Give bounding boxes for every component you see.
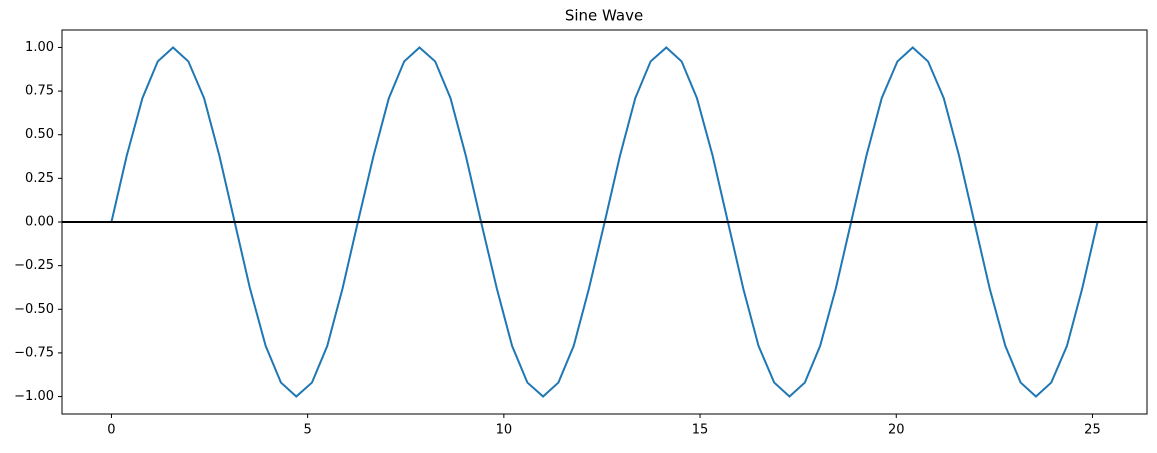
x-tick-label: 0 <box>107 423 115 438</box>
y-tick-label: 0.50 <box>25 127 54 142</box>
x-tick-label: 5 <box>304 423 312 438</box>
y-tick-label: 0.75 <box>25 84 54 99</box>
y-tick-label: −1.00 <box>14 389 54 404</box>
y-tick-label: −0.75 <box>14 345 54 360</box>
x-tick-label: 15 <box>692 423 709 438</box>
y-tick-label: 0.00 <box>25 215 54 230</box>
chart-title: Sine Wave <box>565 7 643 25</box>
plot-frame <box>61 29 1148 415</box>
x-tick-label: 10 <box>496 423 513 438</box>
x-tick-label: 25 <box>1084 423 1101 438</box>
y-tick-label: −0.50 <box>14 302 54 317</box>
y-tick-label: 0.25 <box>25 171 54 186</box>
y-tick-label: −0.25 <box>14 258 54 273</box>
y-tick-label: 1.00 <box>25 40 54 55</box>
x-tick-label: 20 <box>888 423 905 438</box>
